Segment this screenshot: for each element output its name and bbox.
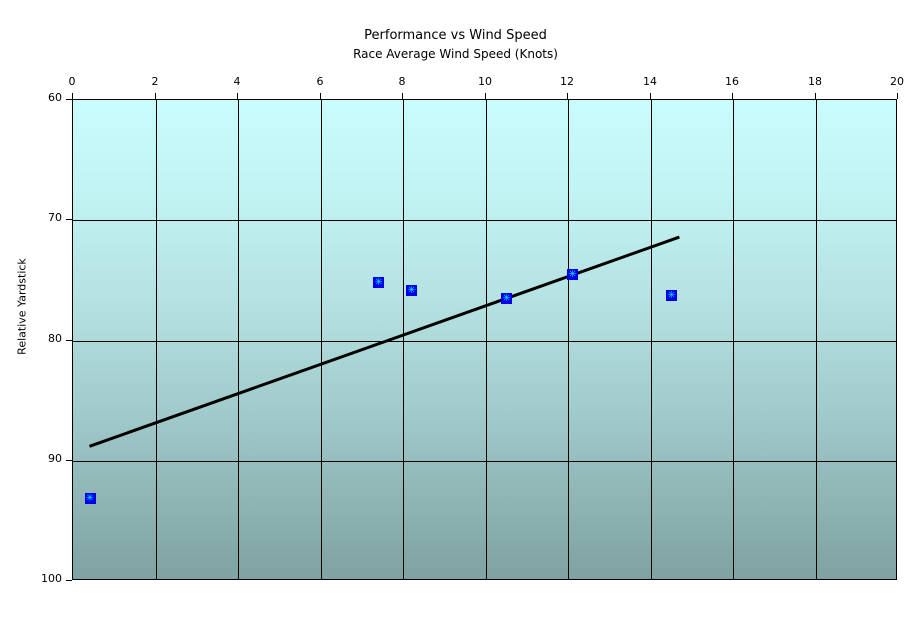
vertical-gridline	[403, 100, 404, 579]
data-point-marker: ✳	[666, 289, 678, 301]
x-axis-tick	[567, 93, 568, 99]
x-axis-tick	[237, 93, 238, 99]
chart-title: Performance vs Wind Speed	[364, 28, 547, 43]
x-axis-tick-label: 4	[233, 75, 241, 88]
horizontal-gridline	[73, 461, 896, 462]
x-axis-tick	[72, 93, 73, 99]
y-axis-tick-label: 60	[48, 91, 62, 104]
x-axis-tick	[320, 93, 321, 99]
y-axis-tick	[66, 460, 72, 461]
y-axis-tick	[66, 99, 72, 100]
trend-line	[88, 235, 680, 448]
asterisk-icon: ✳	[374, 276, 383, 288]
vertical-gridline	[486, 100, 487, 579]
x-axis-tick-label: 6	[316, 75, 324, 88]
x-axis-tick	[485, 93, 486, 99]
y-axis-tick	[66, 580, 72, 581]
x-axis-tick-label: 20	[890, 75, 904, 88]
vertical-gridline	[733, 100, 734, 579]
vertical-gridline	[156, 100, 157, 579]
y-axis-tick	[66, 340, 72, 341]
chart-subtitle: Race Average Wind Speed (Knots)	[353, 47, 558, 61]
y-axis-title: Relative Yardstick	[15, 258, 29, 355]
vertical-gridline	[816, 100, 817, 579]
data-point-marker: ✳	[84, 493, 96, 505]
x-axis-tick-label: 18	[808, 75, 822, 88]
asterisk-icon: ✳	[407, 284, 416, 296]
y-axis-tick-label: 70	[48, 211, 62, 224]
y-axis-tick	[66, 219, 72, 220]
x-axis-tick	[732, 93, 733, 99]
x-axis-tick-label: 2	[151, 75, 159, 88]
y-axis-tick-label: 90	[48, 452, 62, 465]
x-axis-tick-label: 12	[560, 75, 574, 88]
data-point-marker: ✳	[406, 284, 418, 296]
vertical-gridline	[568, 100, 569, 579]
vertical-gridline	[651, 100, 652, 579]
x-axis-tick	[650, 93, 651, 99]
asterisk-icon: ✳	[502, 293, 511, 305]
x-axis-tick-label: 8	[398, 75, 406, 88]
vertical-gridline	[321, 100, 322, 579]
x-axis-tick	[402, 93, 403, 99]
y-axis-tick-label: 100	[41, 572, 62, 585]
x-axis-tick	[155, 93, 156, 99]
plot-area: ✳ ✳ ✳ ✳ ✳ ✳	[72, 99, 897, 580]
x-axis-tick-label: 0	[68, 75, 76, 88]
horizontal-gridline	[73, 341, 896, 342]
asterisk-icon: ✳	[568, 269, 577, 281]
asterisk-icon: ✳	[85, 493, 95, 505]
data-point-marker: ✳	[373, 276, 385, 288]
x-axis-tick-label: 10	[478, 75, 492, 88]
asterisk-icon: ✳	[667, 289, 676, 301]
x-axis-tick-label: 14	[643, 75, 657, 88]
x-axis-tick	[815, 93, 816, 99]
x-axis-tick	[897, 93, 898, 99]
data-point-marker: ✳	[567, 269, 579, 281]
vertical-gridline	[238, 100, 239, 579]
horizontal-gridline	[73, 220, 896, 221]
y-axis-tick-label: 80	[48, 332, 62, 345]
data-point-marker: ✳	[501, 293, 513, 305]
x-axis-tick-label: 16	[725, 75, 739, 88]
